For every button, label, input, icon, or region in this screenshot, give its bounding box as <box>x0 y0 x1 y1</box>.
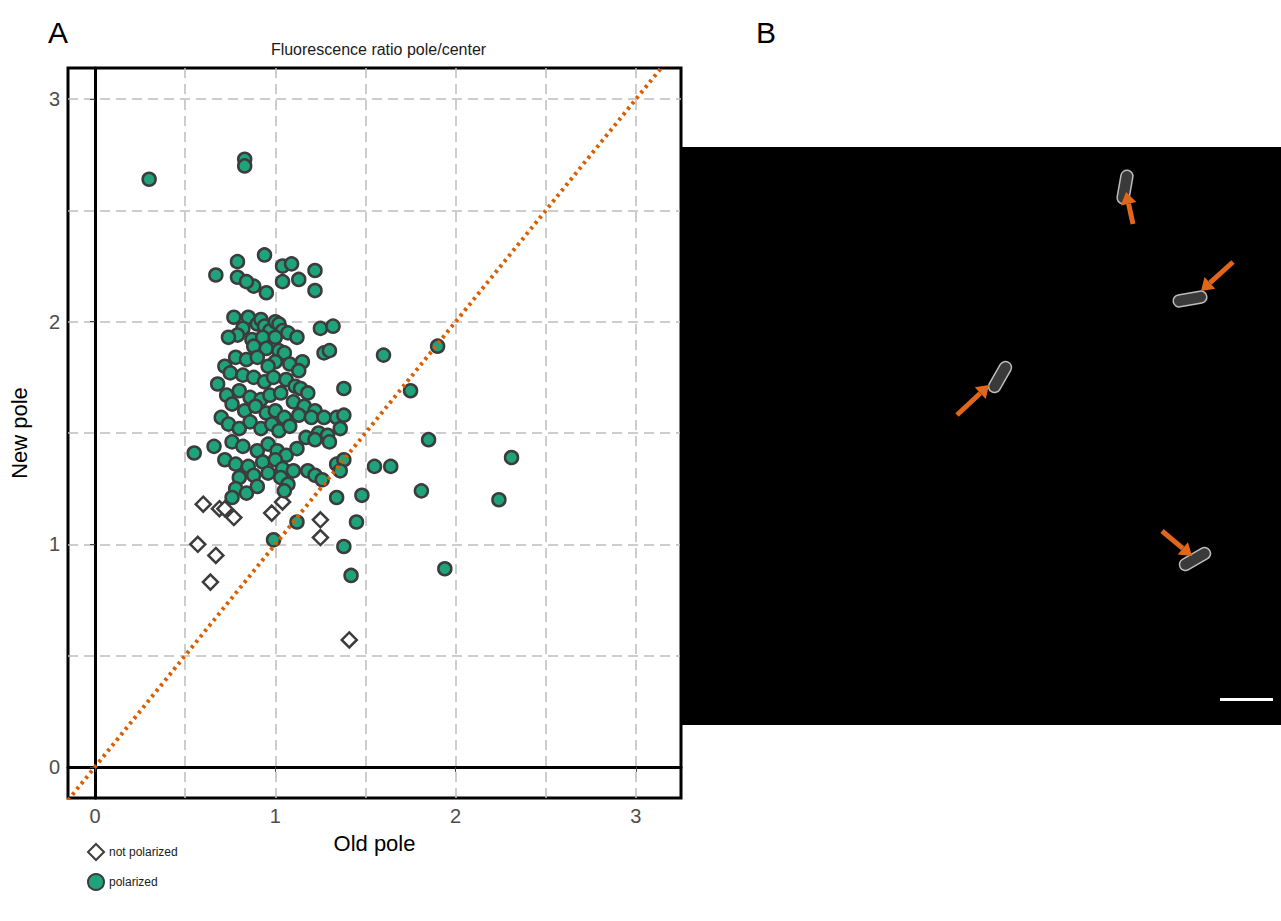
html-text:B: B <box>756 16 776 49</box>
svg-text:0: 0 <box>89 805 100 827</box>
svg-text:1: 1 <box>270 805 281 827</box>
html-text:A: A <box>48 16 68 49</box>
svg-text:1: 1 <box>49 533 60 555</box>
svg-text:Fluorescence ratio pole/center: Fluorescence ratio pole/center <box>271 41 487 58</box>
svg-text:0: 0 <box>49 756 60 778</box>
svg-text:3: 3 <box>49 88 60 110</box>
svg-text:Old pole: Old pole <box>334 831 416 856</box>
svg-text:polarized: polarized <box>109 875 158 889</box>
svg-text:New pole: New pole <box>7 387 32 479</box>
svg-text:3: 3 <box>630 805 641 827</box>
svg-text:not polarized: not polarized <box>109 845 178 859</box>
svg-text:2: 2 <box>450 805 461 827</box>
svg-text:2: 2 <box>49 311 60 333</box>
